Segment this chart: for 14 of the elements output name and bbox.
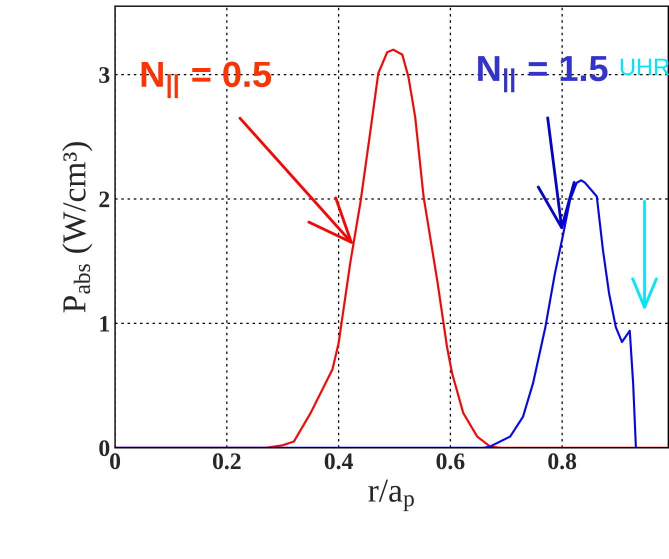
line-series — [115, 179, 637, 448]
x-tick-label: 0.8 — [548, 453, 576, 470]
annotation: N$_{||}$ = 1.5 — [478, 56, 608, 92]
x-tick-label: 0.4 — [324, 453, 353, 470]
y-tick-label: 1 — [100, 316, 109, 332]
x-tick-label: 0.6 — [436, 453, 464, 470]
x-axis-title: r/a$_{p}$ — [368, 480, 414, 512]
y-tick-label: 2 — [99, 192, 110, 208]
annotation: N$_{||}$ = 0.5 — [142, 62, 272, 98]
x-tick-label: 0 — [110, 453, 120, 470]
x-tick-label: 0.2 — [212, 453, 241, 470]
y-tick-label: 0 — [99, 440, 110, 456]
y-axis-title: P$_{abs}$ (W/cm³) — [62, 142, 92, 312]
y-tick-label: 3 — [99, 67, 110, 83]
